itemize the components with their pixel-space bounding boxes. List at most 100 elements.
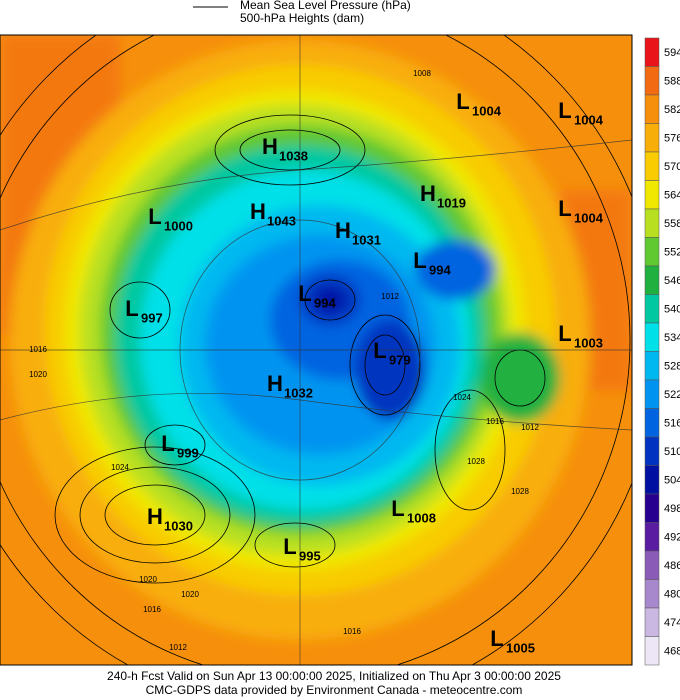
center-pressure: 1005 — [506, 640, 535, 655]
isobar-label: 1020 — [181, 590, 199, 599]
colorbar-cell — [644, 208, 660, 238]
center-letter: H — [262, 134, 278, 159]
colorbar-cell — [644, 408, 660, 438]
colorbar-cell — [644, 265, 660, 295]
isobar-label: 1016 — [343, 627, 361, 636]
isobar-label: 1020 — [139, 575, 157, 584]
footer-text: 240-h Fcst Valid on Sun Apr 13 00:00:00 … — [107, 669, 561, 683]
map-frame — [0, 34, 633, 666]
center-pressure: 1019 — [437, 195, 466, 210]
center-letter: L — [558, 321, 571, 346]
center-pressure: 994 — [429, 262, 451, 277]
colorbar-label: 522 — [664, 389, 680, 401]
colorbar-label: 570 — [664, 161, 680, 173]
center-pressure: 1032 — [284, 385, 313, 400]
center-pressure: 979 — [389, 352, 411, 367]
center-letter: L — [456, 89, 469, 114]
center-pressure: 1004 — [574, 112, 604, 127]
center-letter: L — [413, 248, 426, 273]
footer-text: CMC-GDPS data provided by Environment Ca… — [146, 683, 523, 697]
isobar-label: 1012 — [169, 643, 187, 652]
center-letter: H — [420, 181, 436, 206]
center-letter: L — [148, 204, 161, 229]
center-letter: H — [335, 218, 351, 243]
colorbar-label: 594 — [664, 47, 680, 59]
colorbar-cell — [644, 237, 660, 267]
colorbar-label: 504 — [664, 475, 680, 487]
isobar-label: 1016 — [486, 417, 504, 426]
center-pressure: 994 — [314, 295, 336, 310]
colorbar-label: 516 — [664, 418, 680, 430]
colorbar-cell — [644, 465, 660, 495]
isobar-label: 1012 — [381, 292, 399, 301]
colorbar-cell — [644, 607, 660, 637]
center-pressure: 1003 — [574, 335, 603, 350]
center-letter: L — [298, 281, 311, 306]
isobar-label: 1028 — [467, 457, 485, 466]
colorbar-cell — [644, 493, 660, 523]
isobar-label: 1016 — [29, 345, 47, 354]
center-letter: H — [267, 371, 283, 396]
colorbar-cell — [644, 37, 660, 67]
center-pressure: 1004 — [574, 210, 604, 225]
colorbar-label: 480 — [664, 589, 680, 601]
center-pressure: 1030 — [164, 518, 193, 533]
center-letter: L — [490, 626, 503, 651]
isobar-label: 1024 — [111, 463, 129, 472]
colorbar-label: 534 — [664, 332, 680, 344]
center-letter: L — [283, 534, 296, 559]
center-pressure: 999 — [177, 445, 199, 460]
colorbar-cell — [644, 579, 660, 609]
center-letter: L — [161, 431, 174, 456]
center-pressure: 1031 — [352, 232, 381, 247]
center-letter: L — [125, 296, 138, 321]
center-letter: H — [147, 504, 163, 529]
colorbar-label: 498 — [664, 503, 680, 515]
colorbar-cell — [644, 123, 660, 153]
center-pressure: 1008 — [407, 510, 436, 525]
isobar-label: 1028 — [511, 487, 529, 496]
center-pressure: 1000 — [164, 218, 193, 233]
colorbar-label: 558 — [664, 218, 680, 230]
center-pressure: 1004 — [472, 103, 502, 118]
colorbar-cell — [644, 636, 660, 666]
colorbar-cell — [644, 151, 660, 181]
center-letter: L — [391, 496, 404, 521]
colorbar-cell — [644, 379, 660, 409]
colorbar-cell — [644, 180, 660, 210]
center-pressure: 1043 — [267, 213, 296, 228]
colorbar-label: 492 — [664, 532, 680, 544]
center-pressure: 1038 — [279, 148, 308, 163]
colorbar-label: 510 — [664, 446, 680, 458]
colorbar-cell — [644, 550, 660, 580]
isobar-label: 1024 — [453, 393, 471, 402]
legend-text: Mean Sea Level Pressure (hPa) — [240, 0, 411, 12]
colorbar-label: 474 — [664, 617, 680, 629]
center-letter: L — [558, 98, 571, 123]
isobar-label: 1016 — [143, 605, 161, 614]
colorbar-label: 528 — [664, 361, 680, 373]
colorbar-cell — [644, 436, 660, 466]
colorbar-cell — [644, 94, 660, 124]
colorbar-label: 582 — [664, 104, 680, 116]
center-letter: L — [558, 196, 571, 221]
colorbar-cell — [644, 322, 660, 352]
colorbar-label: 486 — [664, 560, 680, 572]
center-pressure: 995 — [299, 548, 321, 563]
colorbar-label: 576 — [664, 133, 680, 145]
colorbar-label: 468 — [664, 646, 680, 658]
colorbar-label: 540 — [664, 304, 680, 316]
isobar-label: 1012 — [521, 423, 539, 432]
legend-text: 500-hPa Heights (dam) — [240, 11, 364, 25]
center-letter: H — [250, 199, 266, 224]
center-pressure: 997 — [141, 310, 163, 325]
colorbar-cell — [644, 351, 660, 381]
colorbar-cell — [644, 66, 660, 96]
colorbar-label: 588 — [664, 76, 680, 88]
center-letter: L — [373, 338, 386, 363]
colorbar-label: 564 — [664, 190, 680, 202]
colorbar-label: 552 — [664, 247, 680, 259]
